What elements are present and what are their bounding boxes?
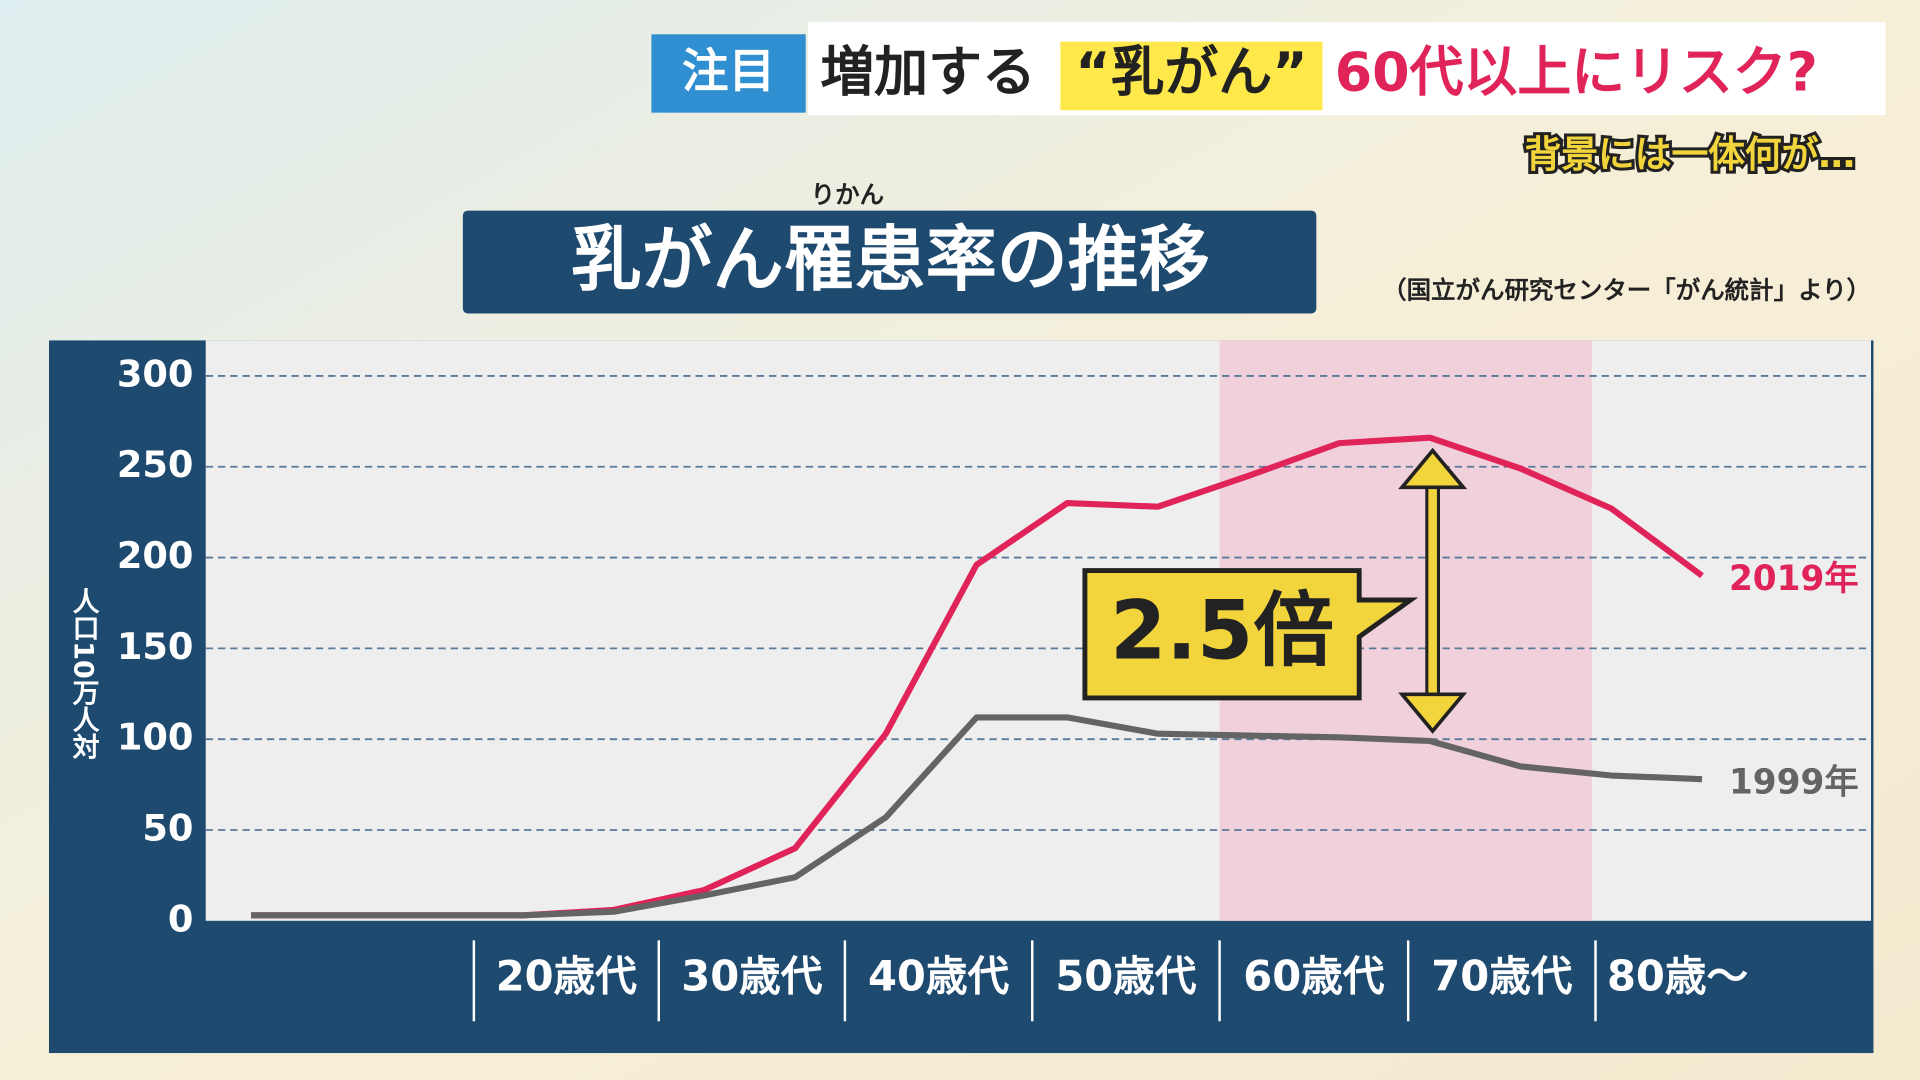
x-band-label: 80歳〜: [1607, 952, 1748, 1001]
plot-area: [205, 340, 1872, 921]
series-label: 1999年: [1729, 763, 1859, 803]
subtitle: 背景には一体何が…: [1525, 133, 1855, 176]
headline-red: 60代以上にリスク?: [1335, 41, 1818, 104]
source: （国立がん研究センター「がん統計」より）: [1382, 275, 1871, 304]
y-tick-label: 200: [117, 534, 194, 577]
x-band-label: 20歳代: [496, 952, 638, 1001]
ruby: りかん: [811, 180, 884, 209]
y-tick-label: 250: [117, 443, 194, 486]
arrow-head-up: [1398, 447, 1468, 490]
chart-title: 乳がん罹患率の推移: [571, 218, 1210, 301]
title-bar: [808, 22, 1886, 116]
y-tick-label: 300: [117, 352, 194, 395]
y-tick-label: 100: [117, 716, 194, 759]
tag-box: [651, 34, 806, 113]
headline: 増加する: [820, 41, 1035, 104]
chart-title-box: [462, 210, 1317, 314]
y-axis-label: 人口10万人対: [68, 587, 99, 759]
y-tick-label: 150: [117, 625, 194, 668]
callout: [1082, 568, 1419, 701]
plot: 0 50 100 150 200 250 300 20歳代 30歳代 40歳代 50歳代 60歳代 70…: [117, 352, 1872, 1022]
tag: 注目: [682, 44, 775, 98]
annotation: 2.5倍: [1110, 585, 1334, 679]
x-band-label: 60歳代: [1243, 952, 1385, 1001]
y-tick-label: 50: [142, 807, 193, 850]
y-tick-label: 0: [168, 897, 194, 940]
series-line: [251, 714, 1703, 919]
x-band-label: 30歳代: [681, 952, 823, 1001]
series-label: 2019年: [1729, 559, 1859, 599]
x-band-label: 40歳代: [868, 952, 1010, 1001]
x-band-label: 70歳代: [1431, 952, 1573, 1001]
x-band-label: 50歳代: [1055, 952, 1197, 1001]
arrow-head-down: [1398, 692, 1468, 734]
highlight-box: [1060, 41, 1323, 111]
headline-highlight: “乳がん”: [1075, 41, 1307, 104]
